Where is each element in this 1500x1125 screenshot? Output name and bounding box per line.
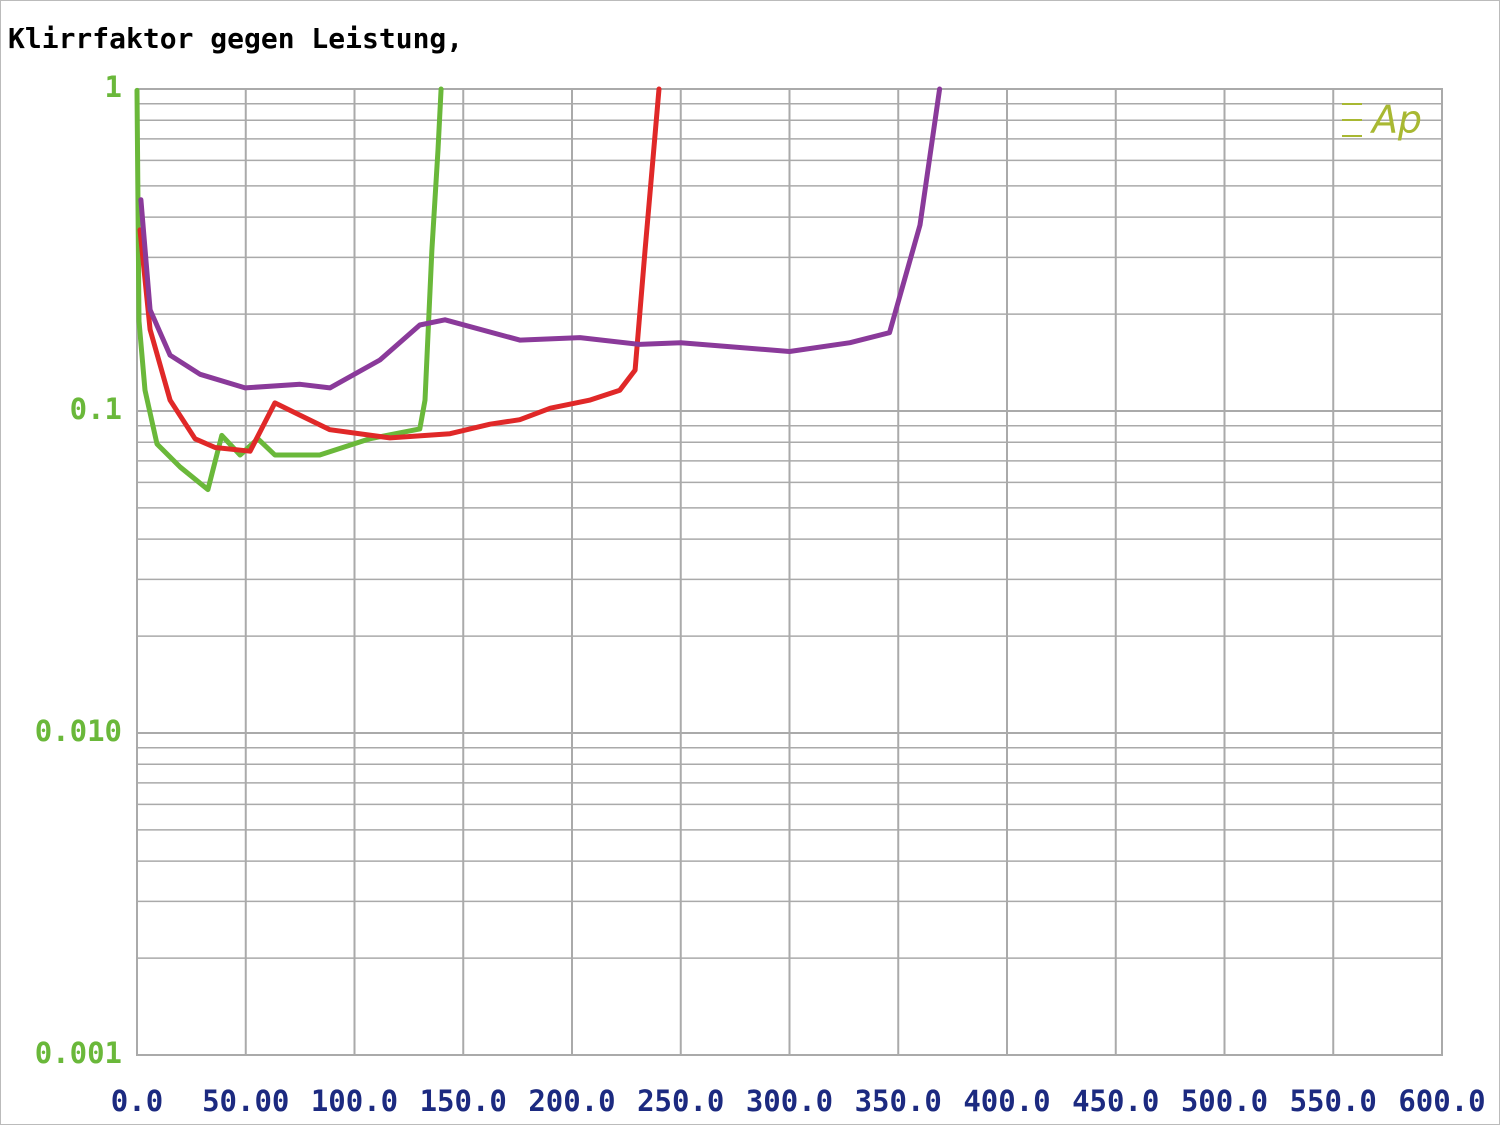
x-tick-label: 100.0: [311, 1084, 398, 1118]
logo-decoration: [1342, 103, 1362, 137]
x-tick-label: 550.0: [1290, 1084, 1377, 1118]
x-tick-label: 450.0: [1072, 1084, 1159, 1118]
x-tick-label: 150.0: [420, 1084, 507, 1118]
x-tick-label: 350.0: [855, 1084, 942, 1118]
series-line: [137, 86, 662, 454]
plot-border: [136, 88, 1443, 1056]
x-tick-label: 400.0: [963, 1084, 1050, 1118]
series-line: [138, 86, 943, 391]
series-group: [134, 86, 943, 493]
x-tick-label: 600.0: [1398, 1084, 1485, 1118]
y-tick-label: 0.1: [70, 392, 122, 426]
logo: Ap: [1369, 98, 1422, 142]
x-tick-label: 250.0: [637, 1084, 724, 1118]
tick-labels: 0.001 0.010 0.1 1 0.0 50.00 100.0 150.0 200.0 250…: [35, 70, 1486, 1118]
y-tick-label: 0.001: [35, 1036, 122, 1070]
chart-title: Klirrfaktor gegen Leistung,: [8, 22, 463, 55]
x-tick-label: 0.0: [111, 1084, 163, 1118]
x-tick-label: 200.0: [528, 1084, 615, 1118]
y-tick-label: 0.010: [35, 714, 122, 748]
x-tick-label: 500.0: [1181, 1084, 1268, 1118]
y-tick-label: 1: [105, 70, 122, 104]
x-tick-label: 50.00: [202, 1084, 289, 1118]
x-tick-label: 300.0: [746, 1084, 833, 1118]
